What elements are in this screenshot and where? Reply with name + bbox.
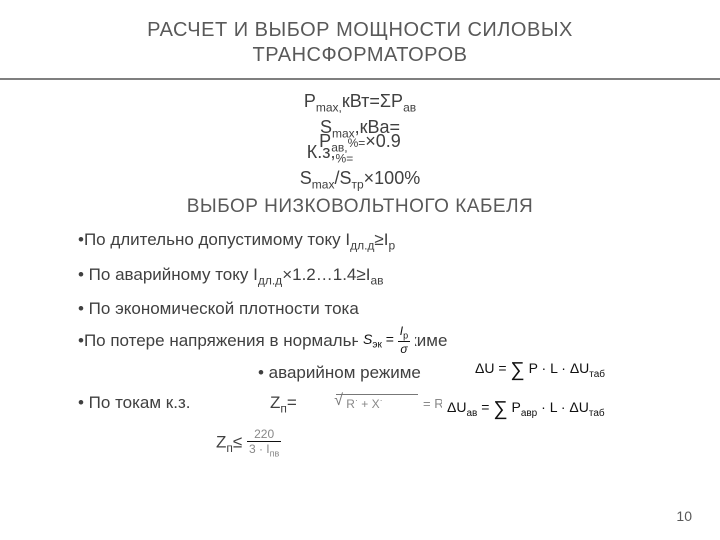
page-number: 10 [676, 508, 692, 524]
section-subtitle: ВЫБОР НИЗКОВОЛЬТНОГО КАБЕЛЯ [0, 196, 720, 218]
formula-kz-pav: К.з,%= Pав,%=×0.9 [0, 141, 720, 167]
sqrt-equals-r: = R [423, 396, 444, 411]
item-economic-density: • По экономической плотности тока [78, 299, 720, 319]
item-zp-limit: Zп≤ 220 3 · Iпв [216, 428, 720, 458]
formula-ratio: Smax/Sтр×100% [0, 167, 720, 193]
frac-220: 220 3 · Iпв [247, 428, 281, 458]
item-emergency-current: • По аварийному току Iдл.д×1.2…1.4≥Iав [78, 265, 720, 287]
item-short-circuit: • По токам к.з. Zп= R· + X· = R [78, 393, 720, 415]
title-line1: РАСЧЕТ И ВЫБОР МОЩНОСТИ СИЛОВЫХ [147, 19, 573, 41]
formula-s-ek: Sэк = Iр σ [358, 322, 415, 358]
title-rule [0, 78, 720, 80]
transformer-formulas: Pmax,кВт=ΣPав Smax,кВа= К.з,%= Pав,%=×0.… [0, 90, 720, 192]
sqrt-expression: R· + X· [336, 394, 418, 411]
formula-delta-u: ΔU = ∑ P · L · ΔUтаб [470, 356, 610, 385]
formula-pmax: Pmax,кВт=ΣPав [0, 90, 720, 116]
item-continuous-current: •По длительно допустимому току Iдл.д≥Iр [78, 230, 720, 252]
page-title: РАСЧЕТ И ВЫБОР МОЩНОСТИ СИЛОВЫХ ТРАНСФОР… [0, 0, 720, 68]
title-line2: ТРАНСФОРМАТОРОВ [253, 44, 468, 66]
formula-delta-u-av: ΔUав = ∑ Pавр · L · ΔUтаб [442, 395, 610, 424]
